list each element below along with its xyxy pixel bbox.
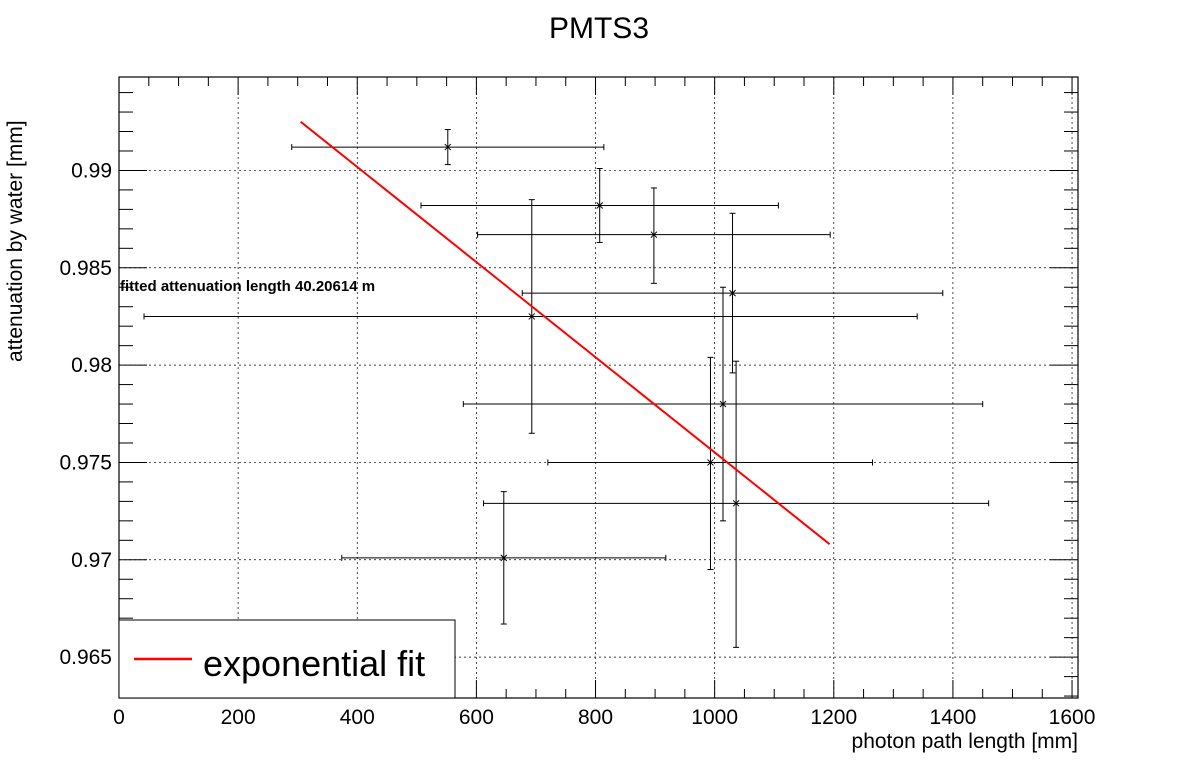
chart-title: PMTS3 (549, 12, 649, 45)
point-marker (500, 554, 508, 562)
point-marker (719, 400, 727, 408)
data-point (291, 129, 605, 166)
grid-lines (119, 77, 1078, 698)
x-tick-label: 1200 (810, 706, 857, 729)
y-tick-labels: 0.965 0.97 0.975 0.98 0.985 0.99 (59, 159, 112, 669)
fit-line-layer (300, 120, 831, 545)
point-marker (650, 231, 658, 239)
x-tick-label: 1400 (930, 706, 977, 729)
x-tick-label: 1000 (691, 706, 738, 729)
data-points (143, 129, 990, 648)
x-tick-label: 400 (340, 706, 375, 729)
fit-line (300, 120, 831, 545)
x-tick-label: 0 (113, 706, 125, 729)
data-point (547, 356, 873, 571)
point-marker (729, 289, 736, 297)
legend-label: exponential fit (203, 643, 425, 684)
fit-annotation: fitted attenuation length 40.20614 m (120, 278, 375, 295)
legend: exponential fit (118, 619, 456, 699)
data-point (521, 212, 944, 374)
point-marker (528, 313, 536, 320)
x-tick-labels: 0 200 400 600 800 1000 1200 1400 1600 (113, 706, 1095, 729)
data-point (462, 286, 984, 522)
data-point (420, 167, 779, 243)
y-tick-label: 0.98 (71, 354, 112, 377)
y-axis-label: attenuation by water [mm] (4, 120, 27, 362)
x-tick-label: 800 (578, 706, 613, 729)
point-marker (707, 459, 714, 466)
y-tick-label: 0.975 (59, 451, 112, 474)
point-marker (444, 143, 452, 151)
data-point (143, 199, 918, 434)
data-point (483, 360, 990, 648)
x-tick-label: 200 (221, 706, 256, 729)
x-tick-label: 600 (459, 706, 494, 729)
x-tick-label: 1600 (1049, 706, 1096, 729)
point-marker (596, 202, 604, 209)
y-tick-label: 0.97 (71, 549, 112, 572)
data-point (341, 491, 667, 625)
point-marker (732, 499, 740, 507)
y-tick-label: 0.965 (59, 646, 112, 669)
y-tick-label: 0.99 (71, 159, 112, 182)
y-tick-label: 0.985 (59, 257, 112, 280)
x-axis-label: photon path length [mm] (852, 730, 1078, 753)
data-point (477, 187, 831, 284)
plot-frame (118, 76, 1079, 699)
